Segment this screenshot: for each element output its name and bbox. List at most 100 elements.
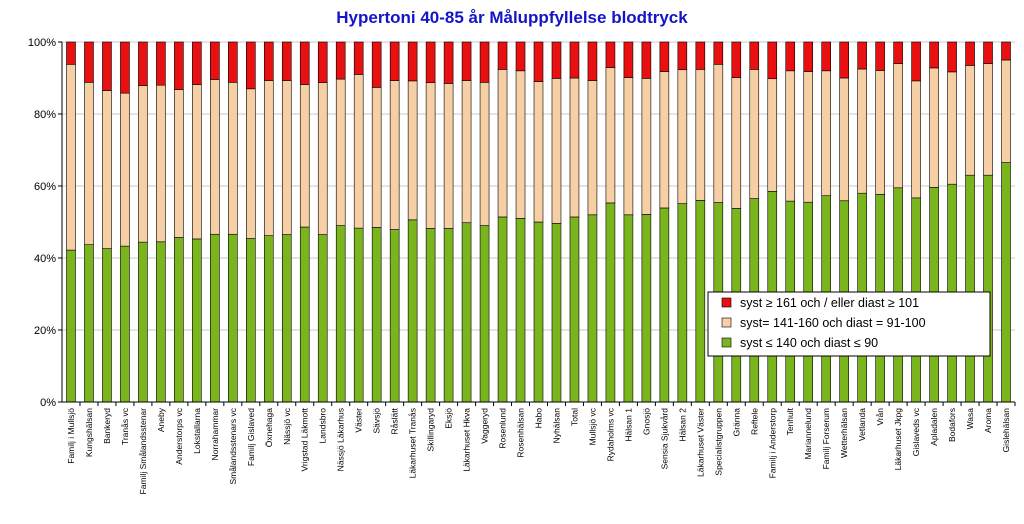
bar-segment-green [228,233,238,403]
bar-segment-peach [317,82,328,235]
legend: syst ≥ 161 och / eller diast ≥ 101 syst= … [707,291,991,357]
bar-segment-peach [407,80,418,221]
x-tick-label: Läkarhuset Hkva [462,408,472,472]
bar-segment-peach [569,77,580,218]
bar-segment-red [857,41,867,70]
x-tick-label: Nässjö Läkarhus [336,408,346,471]
x-tick-label: Familj Forserum [821,408,831,469]
x-tick-label: Aroma [983,408,993,433]
bar-segment-red [803,41,814,72]
bar-segment-red [228,41,238,83]
bar-segment-green [551,223,562,403]
x-tick-label: Nässjö vc [282,407,292,445]
bar-segment-red [677,41,688,71]
x-tick-label: Mullsjö vc [587,407,597,445]
bar-segment-red [569,41,580,79]
bar-segment-red [983,41,993,64]
bar-segment-peach [839,77,849,202]
bar-segment-peach [659,71,670,209]
bar-segment-red [515,41,526,72]
bar-segment-green [461,222,472,403]
x-tick-label: Familj i Mullsjö [66,408,76,464]
bar-segment-green [174,237,184,403]
x-tick-label: Gränna [731,408,741,437]
bar-segment-red [713,41,724,65]
y-tick-label: 80% [34,109,56,121]
x-tick-label: Vrån [875,408,885,426]
x-tick-label: Anderstorps vc [174,407,184,464]
bar-segment-peach [479,82,490,226]
bar-segment-green [569,216,580,403]
bar-segment-green [281,234,292,403]
bar-segment-green [263,235,274,403]
bar-segment-peach [641,78,652,215]
bar-segment-peach [965,65,975,176]
bar-segment-green [353,227,364,403]
bar-segment-peach [443,83,454,229]
bar-segment-peach [713,64,724,203]
x-tick-label: Sensia Sjukvård [659,408,669,470]
legend-swatch [721,297,732,308]
x-tick-label: Läkarhuset Tranås [408,408,418,478]
bar-segment-red [731,41,742,78]
bar-segment-red [767,41,778,80]
x-tick-label: Norrahammar [210,408,220,461]
bar-segment-red [389,41,400,81]
bar-segment-peach [875,70,885,195]
x-tick-label: Rosenhälsan [516,408,526,458]
axes: 0% 20% 40% 60% 80% 100% Familj i Mullsjö Kungsh… [28,37,1016,494]
legend-label: syst ≤ 140 och diast ≤ 90 [740,336,878,350]
bar-segment-peach [425,82,436,229]
bar-segment-peach [515,70,526,219]
bar-segment-red [695,41,706,70]
bar-segment-peach [210,79,220,235]
bar-segment-red [947,41,957,73]
bar-segment-red [425,41,436,83]
bar-segment-red [911,41,921,82]
bar-segment-green [210,233,220,403]
bar-segment-peach [228,82,238,235]
bar-segment-red [605,41,616,68]
bar-segment-red [138,41,148,86]
bar-segment-red [893,41,903,64]
bar-segment-peach [66,64,76,251]
bar-segment-red [659,41,670,72]
bar-segment-red [641,41,652,79]
bar-segment-green [533,221,544,403]
bar-segment-peach [695,69,706,201]
bar-segment-red [551,41,562,79]
bar-segment-green [587,214,598,403]
x-tick-label: Nyhälsan [551,408,561,444]
x-tick-label: Rydaholms vc [605,407,615,461]
bar-segment-green [965,174,975,403]
bar-segment-red [587,41,598,81]
bar-segment-peach [731,77,742,209]
bar-segment-red [929,41,939,69]
bar-segment-peach [857,68,867,194]
bar-segment-peach [138,85,148,243]
bar-segment-green [389,229,400,403]
bar-segment-red [821,41,831,72]
bar-segment-green [623,214,634,403]
legend-label: syst ≥ 161 och / eller diast ≥ 101 [740,296,919,310]
bar-segment-green [335,225,346,403]
x-tick-label: Eksjö [444,408,454,429]
bar-segment-green [299,226,310,403]
x-tick-label: Bankeryd [102,408,112,444]
x-tick-label: Hälsan 2 [677,408,687,442]
x-tick-label: Vrigstad Läkmott [300,407,310,471]
bar-segment-peach [623,77,634,216]
bar-segment-red [623,41,634,78]
x-tick-label: Apladalen [929,408,939,446]
bar-segment-peach [605,67,616,204]
x-tick-label: Vaggeryd [480,408,490,444]
bar-segment-peach [246,88,256,239]
bar-segment-red [785,41,796,72]
bar-segment-peach [551,78,562,224]
x-tick-label: Wetterhälsan [839,408,849,458]
y-tick-label: 60% [34,181,56,193]
x-tick-label: Läkarhuset Väster [695,408,705,477]
x-tick-label: Tranås vc [120,407,130,445]
x-tick-label: Öxnehaga [264,408,274,447]
